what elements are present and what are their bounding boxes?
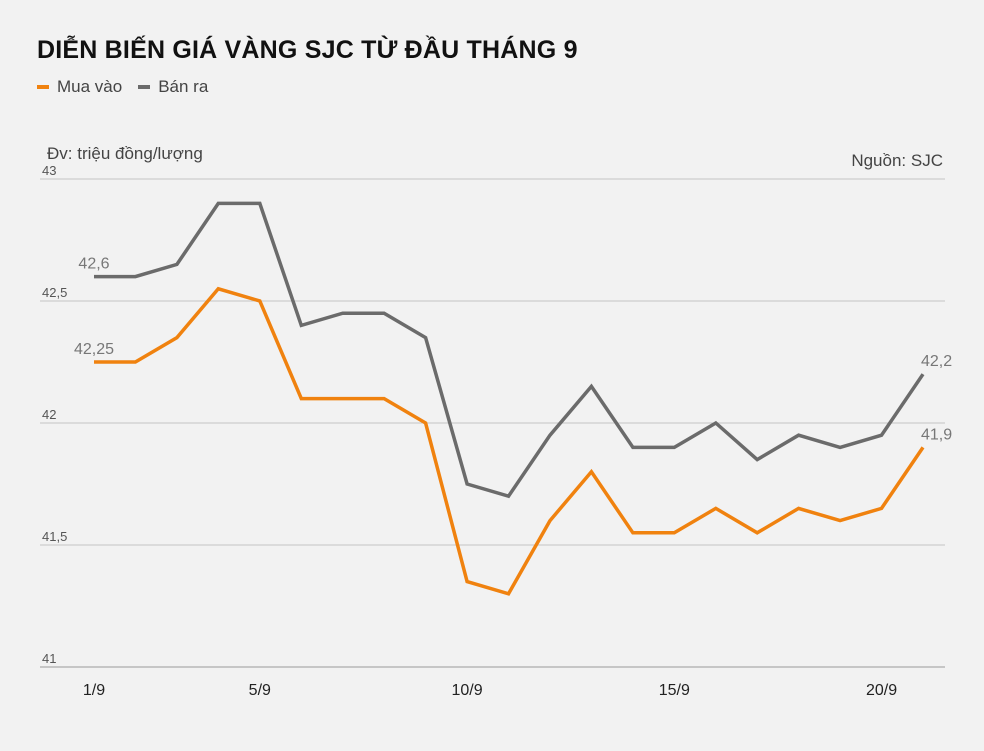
legend-label-ban-ra: Bán ra <box>158 77 209 96</box>
data-label: 41,9 <box>921 426 952 443</box>
data-label: 42,25 <box>74 341 114 358</box>
legend-item-ban-ra: Bán ra <box>138 77 208 97</box>
legend-swatch-ban-ra <box>138 85 151 89</box>
legend-item-mua-vao: Mua vào <box>37 77 122 97</box>
unit-label: Đv: triệu đồng/lượng <box>47 144 203 163</box>
y-tick-label: 42,5 <box>42 285 67 300</box>
series-line-mua-vao <box>94 286 925 596</box>
y-tick-label: 41,5 <box>42 529 67 544</box>
legend-swatch-mua-vao <box>37 85 49 89</box>
legend-label-mua-vao: Mua vào <box>57 77 123 96</box>
source-label: Nguồn: SJC <box>851 151 943 170</box>
legend: Mua vào Bán ra <box>37 77 224 97</box>
x-tick-label: 5/9 <box>249 682 271 699</box>
y-tick-label: 42 <box>42 407 56 422</box>
x-tick-label: 15/9 <box>659 682 690 699</box>
x-tick-label: 20/9 <box>866 682 897 699</box>
x-tick-label: 10/9 <box>451 682 482 699</box>
data-label: 42,6 <box>78 256 109 273</box>
y-tick-label: 43 <box>42 163 56 178</box>
x-tick-label: 1/9 <box>83 682 105 699</box>
chart-title: DIỄN BIẾN GIÁ VÀNG SJC TỪ ĐẦU THÁNG 9 <box>37 36 578 64</box>
y-tick-label: 41 <box>42 651 56 666</box>
data-label: 42,2 <box>921 353 952 370</box>
series-line-ban-ra <box>94 201 925 499</box>
